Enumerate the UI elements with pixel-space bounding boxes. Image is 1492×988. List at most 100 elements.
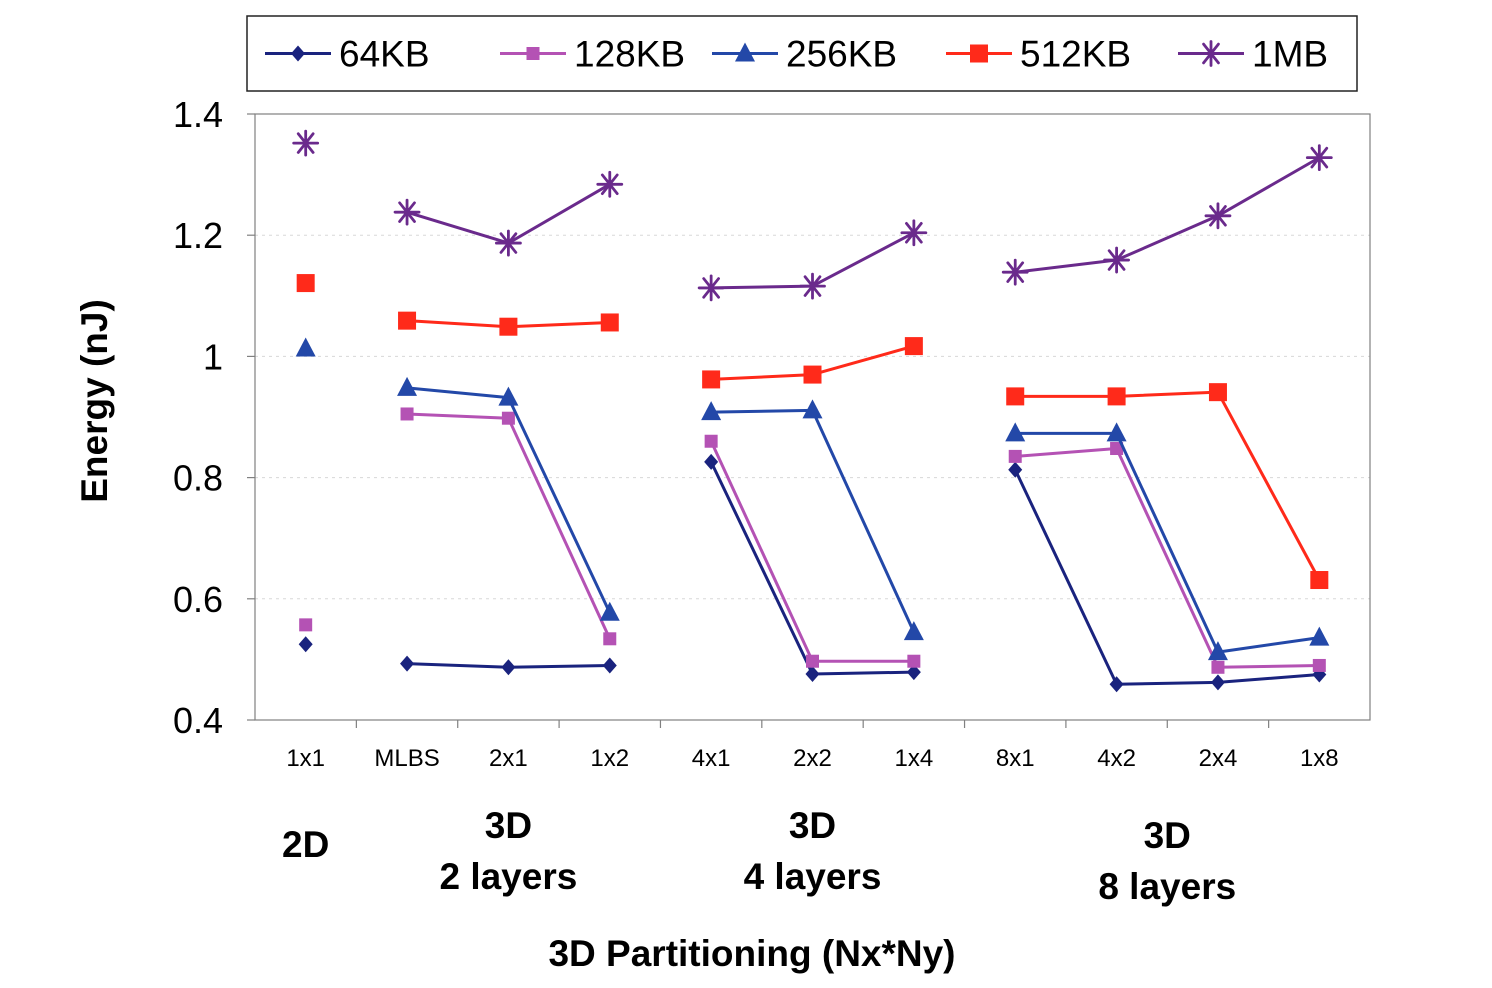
series-line-256KB <box>711 408 916 633</box>
data-point-512KB <box>398 311 417 330</box>
data-point-512KB <box>904 337 923 356</box>
x-tick-label: 2x4 <box>1199 745 1238 772</box>
data-point-256KB <box>498 386 519 406</box>
data-point-1MB <box>1305 144 1333 172</box>
series-line-512KB <box>1015 390 1321 581</box>
group-label: 4 layers <box>744 856 882 897</box>
y-tick-label: 0.8 <box>173 458 223 499</box>
legend-label: 256KB <box>786 34 897 75</box>
data-point-64KB <box>805 665 820 682</box>
series-line-128KB <box>1015 447 1320 669</box>
legend-item-64KB: 64KB <box>265 34 430 75</box>
data-point-128KB <box>1008 449 1022 463</box>
data-point-128KB <box>704 434 718 448</box>
x-tick-label: 8x1 <box>996 745 1035 772</box>
legend-swatch-marker <box>291 45 305 62</box>
data-point-256KB <box>903 621 924 641</box>
data-point-256KB <box>1309 626 1330 646</box>
data-point-128KB <box>501 411 515 425</box>
data-point-64KB <box>1008 461 1023 478</box>
series-64KB <box>298 453 1327 693</box>
series-256KB <box>295 337 1330 661</box>
x-axis-title: 3D Partitioning (Nx*Ny) <box>548 933 955 974</box>
data-point-256KB <box>1207 641 1228 661</box>
series-line-256KB <box>1015 431 1320 654</box>
x-tick-label: 1x2 <box>590 745 629 772</box>
data-point-1MB <box>697 274 725 302</box>
series-line-128KB <box>406 412 612 640</box>
x-tick-label: 4x1 <box>692 745 731 772</box>
data-point-64KB <box>1210 674 1225 691</box>
data-point-1MB <box>495 229 522 257</box>
series-line-128KB <box>709 440 914 663</box>
data-point-1MB <box>596 170 624 198</box>
group-label: 3D <box>1144 815 1191 856</box>
group-label: 2D <box>282 824 329 865</box>
data-point-64KB <box>602 657 617 674</box>
legend-label: 128KB <box>574 34 685 75</box>
data-point-1MB <box>900 219 928 247</box>
legend-swatch-marker <box>1197 40 1225 67</box>
data-point-1MB <box>799 272 826 300</box>
data-point-1MB <box>1001 258 1029 286</box>
data-point-128KB <box>1312 658 1326 672</box>
data-point-64KB <box>1109 676 1124 693</box>
data-point-1MB <box>292 129 320 157</box>
x-tick-label: 4x2 <box>1097 745 1136 772</box>
data-point-128KB <box>299 618 313 632</box>
series-line-1MB <box>1015 156 1321 274</box>
data-point-64KB <box>906 664 921 681</box>
data-point-512KB <box>1107 387 1126 406</box>
data-point-512KB <box>499 317 518 336</box>
data-point-256KB <box>802 399 823 419</box>
legend-item-256KB: 256KB <box>712 34 897 75</box>
y-tick-label: 1.2 <box>173 215 223 256</box>
y-axis-title: Energy (nJ) <box>74 299 115 503</box>
legend-swatch-marker <box>735 42 755 62</box>
legend-item-1MB: 1MB <box>1178 34 1328 75</box>
data-point-1MB <box>1103 246 1130 274</box>
data-point-512KB <box>1006 387 1025 406</box>
data-point-128KB <box>907 654 921 668</box>
series-128KB <box>299 407 1326 674</box>
x-tick-label: 1x1 <box>286 745 325 772</box>
data-point-512KB <box>1208 383 1227 402</box>
group-label: 3D <box>789 805 836 846</box>
data-point-64KB <box>400 655 415 672</box>
data-point-1MB <box>393 198 421 226</box>
data-point-64KB <box>704 453 719 470</box>
y-tick-label: 0.6 <box>173 579 223 620</box>
plot-frame <box>254 113 1371 721</box>
y-tick-label: 1.4 <box>173 94 223 135</box>
data-point-64KB <box>298 636 313 653</box>
data-point-128KB <box>806 654 819 668</box>
x-tick-label: MLBS <box>374 745 439 772</box>
data-point-256KB <box>397 376 418 396</box>
y-tick-label: 1 <box>203 336 223 377</box>
data-point-64KB <box>501 659 516 676</box>
data-point-128KB <box>1211 660 1225 674</box>
data-point-256KB <box>1106 422 1127 442</box>
legend-box <box>246 15 1358 92</box>
data-point-512KB <box>600 313 619 332</box>
data-point-256KB <box>295 337 316 357</box>
legend-swatch-marker <box>970 44 988 63</box>
legend-item-128KB: 128KB <box>500 34 685 75</box>
data-point-512KB <box>1310 571 1329 590</box>
legend-label: 1MB <box>1252 34 1328 75</box>
data-point-512KB <box>803 365 822 384</box>
x-tick-label: 2x1 <box>489 745 528 772</box>
series-1MB <box>292 129 1333 302</box>
group-label: 3D <box>485 805 532 846</box>
data-point-1MB <box>1204 202 1232 230</box>
data-point-512KB <box>702 370 721 389</box>
x-tick-label: 2x2 <box>793 745 832 772</box>
data-point-256KB <box>701 401 722 421</box>
x-tick-label: 1x4 <box>895 745 934 772</box>
legend-item-512KB: 512KB <box>946 34 1131 75</box>
legend-label: 64KB <box>339 34 430 75</box>
group-label: 2 layers <box>439 856 577 897</box>
data-point-128KB <box>603 632 617 646</box>
